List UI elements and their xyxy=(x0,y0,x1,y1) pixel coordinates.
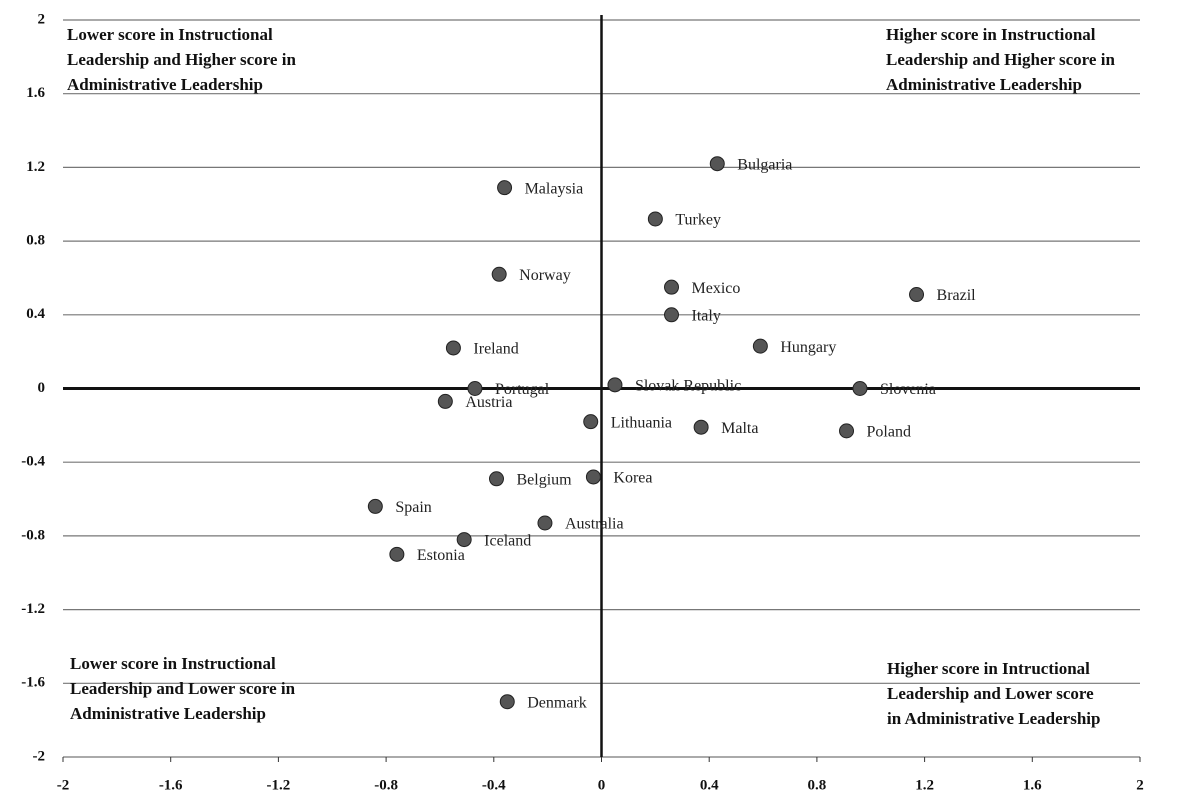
x-tick-label: -1.2 xyxy=(267,777,291,793)
point-label: Malta xyxy=(721,420,758,437)
point-label: Ireland xyxy=(473,341,518,358)
y-tick-label: 0.4 xyxy=(26,306,45,322)
point xyxy=(752,338,768,354)
x-tick-label: -0.8 xyxy=(374,777,398,793)
point-label: Lithuania xyxy=(611,414,672,431)
point-label: Slovenia xyxy=(880,381,936,398)
point-label: Estonia xyxy=(417,547,465,564)
point xyxy=(852,381,868,396)
quadrant-note: Administrative Leadership xyxy=(70,704,266,723)
point xyxy=(389,546,405,562)
quadrant-note: in Administrative Leadership xyxy=(887,709,1100,728)
point-label: Turkey xyxy=(675,212,721,229)
point-label: Australia xyxy=(565,516,624,533)
point-label: Austria xyxy=(465,394,512,411)
x-tick-label: 0.8 xyxy=(808,777,827,793)
x-tick-label: 1.2 xyxy=(915,777,934,793)
y-tick-label: 1.6 xyxy=(26,85,45,101)
point-label: Bulgaria xyxy=(737,156,792,173)
point-label: Belgium xyxy=(516,471,572,488)
y-tick-label: -1.2 xyxy=(21,601,45,617)
quadrant-note: Lower score in Instructional xyxy=(67,25,273,44)
quadrant-note: Administrative Leadership xyxy=(886,75,1082,94)
quadrant-note: Leadership and Higher score in xyxy=(67,50,296,69)
quadrant-note: Leadership and Higher score in xyxy=(886,50,1115,69)
y-tick-label: 1.2 xyxy=(26,159,45,175)
quadrant-note: Leadership and Lower score in xyxy=(70,679,296,698)
point-label: Brazil xyxy=(937,287,977,304)
point-label: Malaysia xyxy=(525,180,584,197)
point-label: Spain xyxy=(395,499,431,516)
point xyxy=(488,471,504,487)
quadrant-note: Leadership and Lower score xyxy=(887,684,1094,703)
point xyxy=(909,287,925,303)
point-label: Italy xyxy=(692,307,721,324)
point xyxy=(839,423,855,439)
point-label: Korea xyxy=(613,470,652,487)
point-label: Denmark xyxy=(527,694,587,711)
point xyxy=(537,515,553,531)
point xyxy=(456,532,472,548)
point xyxy=(437,393,453,409)
x-tick-label: -1.6 xyxy=(159,777,183,793)
y-tick-label: -0.8 xyxy=(21,527,45,543)
x-tick-label: -2 xyxy=(57,777,70,793)
point-label: Poland xyxy=(867,424,911,441)
x-tick-label: 1.6 xyxy=(1023,777,1042,793)
point xyxy=(583,414,599,430)
point xyxy=(499,694,515,710)
x-tick-label: 0 xyxy=(598,777,606,793)
quadrant-note: Higher score in Intructional xyxy=(887,659,1090,678)
y-tick-label: -0.4 xyxy=(21,454,45,470)
x-tick-label: -0.4 xyxy=(482,777,506,793)
point-label: Iceland xyxy=(484,532,531,549)
point xyxy=(664,279,680,295)
point xyxy=(491,266,507,282)
point xyxy=(497,180,513,196)
point xyxy=(585,469,601,485)
y-tick-label: 2 xyxy=(38,11,46,27)
y-tick-label: -1.6 xyxy=(21,675,45,691)
point xyxy=(664,307,680,323)
y-tick-label: -2 xyxy=(33,748,46,764)
point xyxy=(709,156,725,172)
point-label: Hungary xyxy=(780,339,836,356)
point xyxy=(647,211,663,227)
quadrant-note: Administrative Leadership xyxy=(67,75,263,94)
point-label: Slovak Republic xyxy=(635,377,741,394)
point-label: Norway xyxy=(519,267,571,284)
point xyxy=(445,340,461,356)
point-label: Portugal xyxy=(495,381,550,398)
x-tick-label: 0.4 xyxy=(700,777,719,793)
y-tick-label: 0 xyxy=(38,380,46,396)
point xyxy=(467,381,483,396)
y-tick-label: 0.8 xyxy=(26,233,45,249)
point xyxy=(367,498,383,514)
point xyxy=(607,377,623,393)
point xyxy=(693,419,709,435)
quadrant-note: Lower score in Instructional xyxy=(70,654,276,673)
x-tick-label: 2 xyxy=(1136,777,1144,793)
quadrant-note: Higher score in Instructional xyxy=(886,25,1096,44)
point-label: Mexico xyxy=(692,280,741,297)
